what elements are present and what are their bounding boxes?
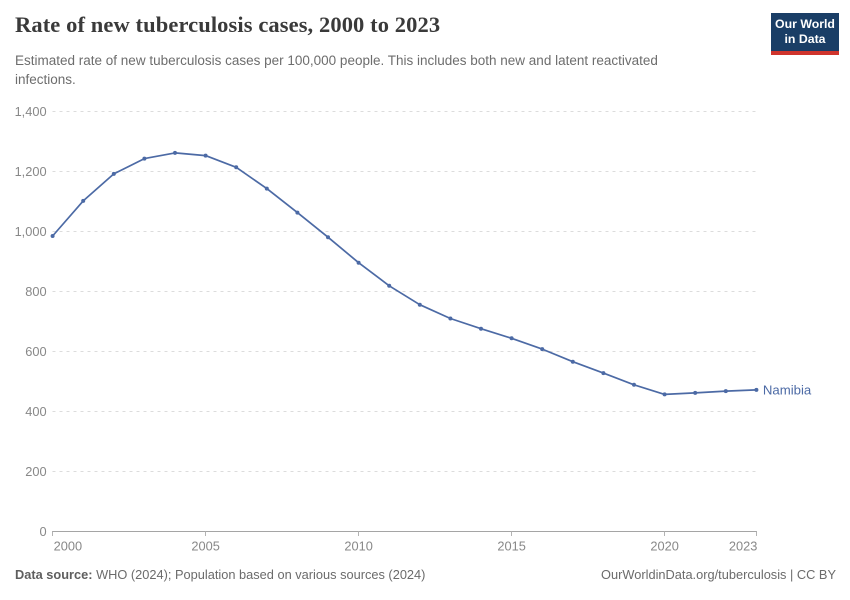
data-point-marker[interactable] <box>509 336 514 341</box>
data-point-marker[interactable] <box>50 234 55 238</box>
x-axis-tick-label: 2020 <box>650 539 678 554</box>
owid-logo: Our World in Data <box>771 13 839 55</box>
y-axis-tick-label: 1,400 <box>15 104 47 119</box>
y-axis-tick-label: 600 <box>25 344 46 359</box>
data-point-marker[interactable] <box>295 210 300 215</box>
y-axis-tick-label: 1,200 <box>15 164 47 179</box>
x-axis-tick-label: 2015 <box>497 539 525 554</box>
data-point-marker[interactable] <box>570 359 575 364</box>
data-point-marker[interactable] <box>417 302 422 307</box>
data-point-marker[interactable] <box>723 389 728 394</box>
data-point-marker[interactable] <box>264 186 269 191</box>
data-source-text: WHO (2024); Population based on various … <box>92 567 426 582</box>
data-point-marker[interactable] <box>448 316 453 321</box>
y-axis-tick-label: 0 <box>39 524 46 539</box>
data-point-marker[interactable] <box>693 390 698 395</box>
series-entity-label[interactable]: Namibia <box>763 382 812 397</box>
data-point-marker[interactable] <box>601 371 606 376</box>
data-point-marker[interactable] <box>81 198 86 203</box>
data-point-marker[interactable] <box>479 326 483 331</box>
x-axis-tick-label: 2000 <box>54 539 82 554</box>
y-axis-tick-label: 800 <box>25 284 46 299</box>
data-point-marker[interactable] <box>540 347 545 352</box>
data-point-marker[interactable] <box>356 260 361 265</box>
chart-footer: Data source: WHO (2024); Population base… <box>15 567 836 582</box>
data-point-marker[interactable] <box>662 392 667 397</box>
data-source-note: Data source: WHO (2024); Population base… <box>15 567 425 582</box>
data-point-marker[interactable] <box>234 165 239 170</box>
data-point-marker[interactable] <box>326 235 330 240</box>
chart-subtitle: Estimated rate of new tuberculosis cases… <box>15 53 658 88</box>
x-axis-tick-label: 2010 <box>344 539 372 554</box>
data-point-marker[interactable] <box>142 156 147 161</box>
data-source-label: Data source: <box>15 567 93 582</box>
page-title: Rate of new tuberculosis cases, 2000 to … <box>15 12 441 37</box>
owid-logo-line1: Our World <box>775 17 835 31</box>
data-point-marker[interactable] <box>632 382 636 387</box>
y-axis-tick-label: 200 <box>25 464 46 479</box>
y-axis-tick-label: 1,000 <box>15 224 47 239</box>
owid-logo-line2: in Data <box>784 32 826 46</box>
data-point-marker[interactable] <box>203 153 208 158</box>
y-axis-tick-label: 400 <box>25 404 46 419</box>
x-axis-tick-label: 2005 <box>191 539 219 554</box>
data-point-marker[interactable] <box>111 171 116 176</box>
data-point-marker[interactable] <box>387 283 392 288</box>
data-point-marker[interactable] <box>754 387 759 392</box>
x-axis-tick-label: 2023 <box>729 539 757 554</box>
series-line-namibia[interactable] <box>51 152 758 396</box>
license-link: OurWorldinData.org/tuberculosis | CC BY <box>601 567 836 582</box>
data-point-marker[interactable] <box>173 150 177 155</box>
